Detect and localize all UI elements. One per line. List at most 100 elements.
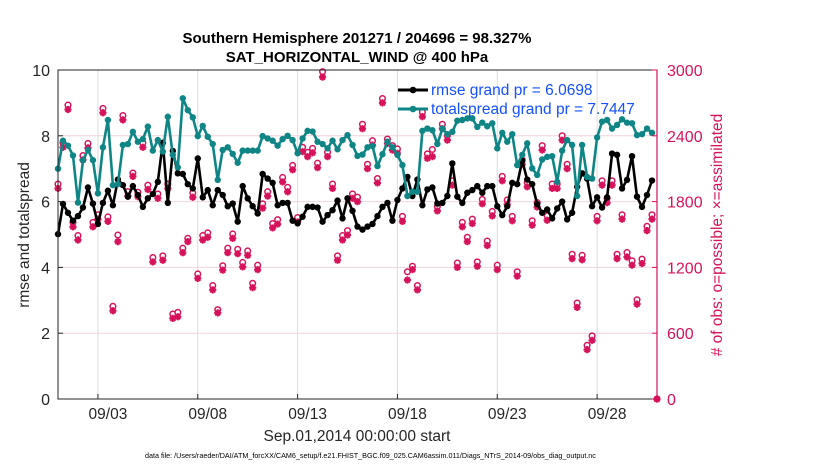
obs-assimilated-marker: [259, 204, 267, 212]
totalspread-point: [444, 130, 451, 138]
totalspread-point: [459, 116, 466, 124]
obs-assimilated-marker: [199, 236, 207, 244]
totalspread-point: [184, 106, 191, 114]
obs-assimilated-marker: [618, 215, 626, 223]
obs-assimilated-marker: [423, 154, 431, 162]
rmse-point: [444, 192, 451, 200]
obs-assimilated-marker: [458, 223, 466, 231]
rmse-point: [279, 199, 286, 207]
rmse-point: [424, 186, 431, 193]
rmse-point: [638, 203, 646, 211]
obs-assimilated-marker: [338, 236, 347, 244]
x-tick-label: 09/13: [288, 406, 327, 423]
rmse-point: [598, 204, 606, 211]
totalspread-point: [349, 141, 356, 149]
obs-assimilated-marker: [478, 200, 486, 208]
totalspread-point: [324, 145, 331, 152]
rmse-point: [633, 193, 641, 200]
obs-assimilated-marker: [244, 251, 252, 259]
totalspread-point: [244, 147, 251, 154]
rmse-point: [439, 199, 446, 207]
rmse-point: [69, 217, 77, 224]
rmse-point: [603, 194, 611, 201]
rmse-point: [474, 182, 481, 190]
totalspread-point: [424, 125, 431, 132]
data-file-footer: data file: /Users/raeder/DAI/ATM_forcXX/…: [145, 451, 596, 460]
obs-assimilated-marker: [149, 258, 157, 266]
rmse-point: [514, 180, 521, 188]
obs-assimilated-marker: [229, 234, 237, 242]
rmse-point: [119, 181, 127, 189]
rmse-point: [324, 211, 331, 219]
obs-assimilated-marker: [538, 146, 546, 154]
totalspread-point: [598, 118, 606, 125]
totalspread-point: [568, 141, 576, 149]
rmse-point: [494, 203, 501, 210]
totalspread-point: [538, 156, 546, 163]
rmse-point: [394, 196, 401, 204]
totalspread-point: [529, 165, 536, 172]
rmse-point: [464, 189, 471, 196]
totalspread-point: [344, 131, 351, 139]
y-axis-label-left: rmse and totalspread: [16, 162, 33, 308]
rmse-point: [504, 203, 511, 210]
totalspread-point: [274, 142, 281, 149]
rmse-point: [499, 211, 506, 219]
obs-assimilated-marker: [523, 183, 531, 191]
totalspread-point: [394, 151, 401, 159]
rmse-point: [349, 207, 356, 215]
grid: [58, 70, 657, 399]
totalspread-point: [399, 161, 406, 169]
obs-assimilated-marker: [448, 181, 456, 189]
obs-assimilated-marker: [353, 198, 362, 206]
rmse-point: [79, 204, 87, 211]
totalspread-point: [89, 156, 97, 164]
obs-assimilated-marker: [378, 99, 387, 107]
rmse-point: [134, 191, 142, 199]
obs-assimilated-marker: [613, 255, 621, 263]
totalspread-point: [339, 136, 346, 144]
totalspread-point: [294, 150, 301, 157]
obs-assimilated-marker: [89, 223, 97, 231]
y-tick-label-left: 0: [41, 392, 50, 409]
rmse-point: [608, 150, 616, 157]
rmse-point: [129, 182, 137, 190]
legend: rmse grand pr = 6.0698 totalspread grand…: [398, 82, 635, 118]
obs-assimilated-marker: [398, 217, 407, 225]
rmse-point: [264, 175, 271, 182]
rmse-point: [558, 198, 566, 205]
obs-assimilated-marker: [428, 153, 436, 161]
rmse-point: [284, 199, 291, 207]
obs-assimilated-marker: [573, 303, 581, 312]
totalspread-point: [479, 119, 486, 126]
rmse-point: [239, 182, 246, 190]
obs-assimilated-marker: [593, 217, 601, 225]
totalspread-point: [99, 144, 107, 151]
rmse-point: [469, 186, 476, 194]
totalspread-point: [404, 192, 411, 200]
rmse-point: [419, 202, 426, 209]
totalspread-point: [623, 119, 631, 126]
totalspread-point: [254, 147, 261, 154]
totalspread-point: [558, 147, 566, 154]
rmse-point: [648, 177, 656, 184]
rmse-point: [534, 201, 541, 208]
totalspread-point: [74, 199, 82, 206]
totalspread-point: [139, 135, 147, 143]
rmse-point: [64, 209, 72, 216]
rmse-point: [529, 180, 536, 188]
obs-assimilated-marker: [194, 274, 202, 282]
totalspread-point: [204, 133, 211, 140]
rmse-point: [434, 200, 441, 207]
obs-assimilated-marker: [498, 177, 506, 185]
totalspread-point: [69, 152, 77, 159]
obs-assimilated-marker: [553, 184, 561, 193]
totalspread-point: [259, 132, 266, 140]
totalspread-point: [309, 128, 316, 135]
rmse-point: [269, 179, 276, 187]
x-tick-label: 09/08: [188, 406, 227, 423]
rmse-point: [548, 215, 556, 222]
totalspread-point: [374, 162, 381, 170]
totalspread-point: [489, 120, 496, 127]
totalspread-point: [583, 173, 591, 181]
